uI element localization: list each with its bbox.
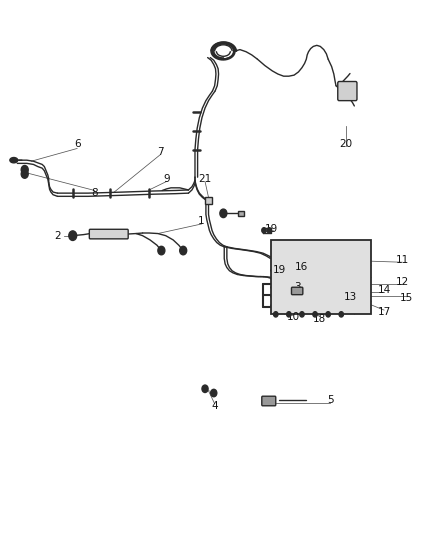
Circle shape	[287, 312, 291, 317]
Circle shape	[158, 246, 165, 255]
FancyBboxPatch shape	[271, 240, 371, 314]
Circle shape	[211, 389, 217, 397]
FancyBboxPatch shape	[89, 229, 128, 239]
Circle shape	[180, 246, 187, 255]
Circle shape	[262, 228, 266, 233]
Text: 1: 1	[198, 216, 205, 227]
Text: 12: 12	[396, 278, 409, 287]
Text: 18: 18	[313, 313, 326, 324]
Circle shape	[300, 312, 304, 317]
Text: 19: 19	[272, 265, 286, 274]
Circle shape	[21, 165, 28, 174]
Circle shape	[220, 209, 227, 217]
Text: 13: 13	[343, 292, 357, 302]
Circle shape	[274, 312, 278, 317]
Text: 4: 4	[211, 401, 218, 411]
Ellipse shape	[10, 158, 18, 163]
FancyBboxPatch shape	[338, 82, 357, 101]
FancyBboxPatch shape	[291, 287, 303, 295]
Circle shape	[267, 228, 272, 233]
Bar	[238, 211, 244, 216]
Text: 20: 20	[339, 139, 352, 149]
Text: 17: 17	[378, 306, 391, 317]
Circle shape	[313, 312, 317, 317]
FancyBboxPatch shape	[205, 197, 212, 204]
FancyBboxPatch shape	[262, 396, 276, 406]
Text: 11: 11	[396, 255, 409, 265]
Circle shape	[339, 312, 343, 317]
Text: 15: 15	[400, 293, 413, 303]
Text: 14: 14	[378, 285, 391, 295]
Text: 21: 21	[198, 174, 212, 184]
Text: 3: 3	[294, 282, 301, 292]
Text: 16: 16	[294, 262, 308, 271]
Circle shape	[69, 231, 77, 240]
Text: 9: 9	[163, 174, 170, 184]
Text: 7: 7	[157, 147, 163, 157]
Text: 10: 10	[286, 312, 300, 322]
Text: 6: 6	[74, 139, 81, 149]
Circle shape	[202, 385, 208, 392]
Text: 5: 5	[327, 395, 334, 406]
Text: 8: 8	[91, 188, 98, 198]
Circle shape	[21, 169, 28, 178]
Text: 19: 19	[265, 224, 278, 235]
Circle shape	[326, 312, 330, 317]
Text: 2: 2	[54, 231, 61, 241]
